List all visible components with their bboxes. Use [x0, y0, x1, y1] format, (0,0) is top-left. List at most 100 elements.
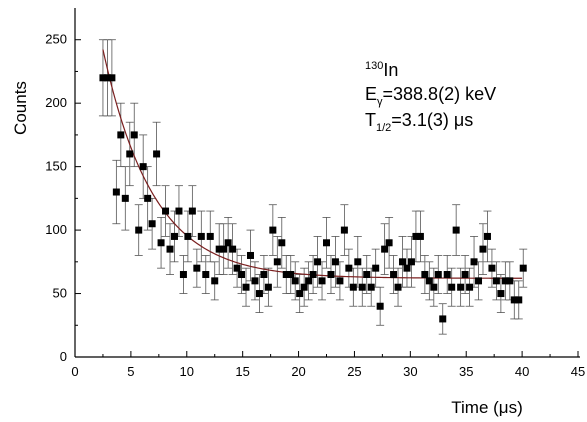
data-point [251, 277, 259, 285]
data-point [296, 290, 304, 298]
data-point [103, 74, 111, 82]
data-point [327, 271, 335, 279]
data-point [399, 258, 407, 266]
x-tick-label: 40 [515, 364, 529, 379]
data-point [287, 271, 295, 279]
data-point [179, 271, 187, 279]
data-point [99, 74, 107, 82]
x-tick-label: 35 [459, 364, 473, 379]
data-point [139, 163, 147, 171]
data-point [117, 131, 125, 139]
data-point [416, 232, 424, 240]
data-point [305, 277, 313, 285]
data-point [425, 277, 433, 285]
x-tick-label: 15 [235, 364, 249, 379]
data-point [309, 271, 317, 279]
x-tick-label: 25 [347, 364, 361, 379]
x-ticks: 0 5 10 15 20 25 30 35 40 45 [71, 351, 585, 379]
y-tick-label: 50 [53, 286, 67, 301]
data-point [407, 258, 415, 266]
energy-label: Eγ=388.8(2) keV [365, 84, 496, 108]
data-point [345, 264, 353, 272]
data-point [390, 271, 398, 279]
data-point [483, 232, 491, 240]
data-point [273, 258, 281, 266]
data-point [340, 226, 348, 234]
data-point [457, 283, 465, 291]
data-point [242, 283, 250, 291]
data-point [479, 245, 487, 253]
energy-value: =388.8(2) keV [383, 84, 497, 104]
data-point [260, 271, 268, 279]
data-point [475, 277, 483, 285]
data-point [434, 271, 442, 279]
x-tick-label: 20 [291, 364, 305, 379]
data-point [421, 271, 429, 279]
data-point [506, 277, 514, 285]
y-tick-label: 150 [45, 159, 67, 174]
data-point [394, 283, 402, 291]
data-point [519, 264, 527, 272]
data-point [157, 239, 165, 247]
data-point [215, 245, 223, 253]
nucleus-label: 130In [365, 60, 398, 80]
nucleus-mass: 130 [365, 60, 383, 72]
data-point [439, 315, 447, 323]
x-tick-label: 30 [403, 364, 417, 379]
x-tick-label: 5 [127, 364, 134, 379]
y-tick-label: 100 [45, 222, 67, 237]
data-point [233, 264, 241, 272]
data-point [282, 271, 290, 279]
data-point [430, 283, 438, 291]
data-point [349, 283, 357, 291]
data-point [211, 277, 219, 285]
data-point [358, 283, 366, 291]
data-points [99, 74, 527, 323]
data-point [130, 131, 138, 139]
data-point [488, 264, 496, 272]
data-point [220, 245, 228, 253]
data-point [170, 232, 178, 240]
data-point [331, 258, 339, 266]
data-point [336, 277, 344, 285]
data-point [108, 74, 116, 82]
data-point [497, 290, 505, 298]
data-point [148, 220, 156, 228]
data-point [381, 245, 389, 253]
data-point [264, 283, 272, 291]
data-point [246, 251, 254, 259]
data-point [470, 258, 478, 266]
data-point [269, 226, 277, 234]
data-point [135, 226, 143, 234]
data-point [255, 290, 263, 298]
x-tick-label: 45 [571, 364, 585, 379]
data-point [452, 226, 460, 234]
data-point [385, 239, 393, 247]
data-point [515, 296, 523, 304]
data-point [126, 150, 134, 158]
halflife-label: T1/2=3.1(3) μs [365, 110, 473, 134]
x-tick-label: 0 [71, 364, 78, 379]
data-point [166, 245, 174, 253]
data-point [184, 232, 192, 240]
data-point [367, 283, 375, 291]
x-axis-title: Time (μs) [451, 398, 523, 417]
data-point [314, 258, 322, 266]
data-point [492, 277, 500, 285]
halflife-subscript: 1/2 [376, 122, 391, 134]
x-tick-label: 10 [180, 364, 194, 379]
data-point [162, 207, 170, 215]
y-tick-label: 0 [60, 349, 67, 364]
data-point [188, 207, 196, 215]
data-point [318, 277, 326, 285]
data-point [112, 188, 120, 196]
energy-subscript: γ [377, 96, 383, 108]
halflife-prefix: T [365, 110, 376, 130]
data-point [412, 232, 420, 240]
y-axis-title: Counts [11, 81, 30, 135]
data-point [153, 150, 161, 158]
annotation-block: 130In Eγ=388.8(2) keV T1/2=3.1(3) μs [365, 60, 496, 134]
energy-prefix: E [365, 84, 377, 104]
data-point [193, 264, 201, 272]
